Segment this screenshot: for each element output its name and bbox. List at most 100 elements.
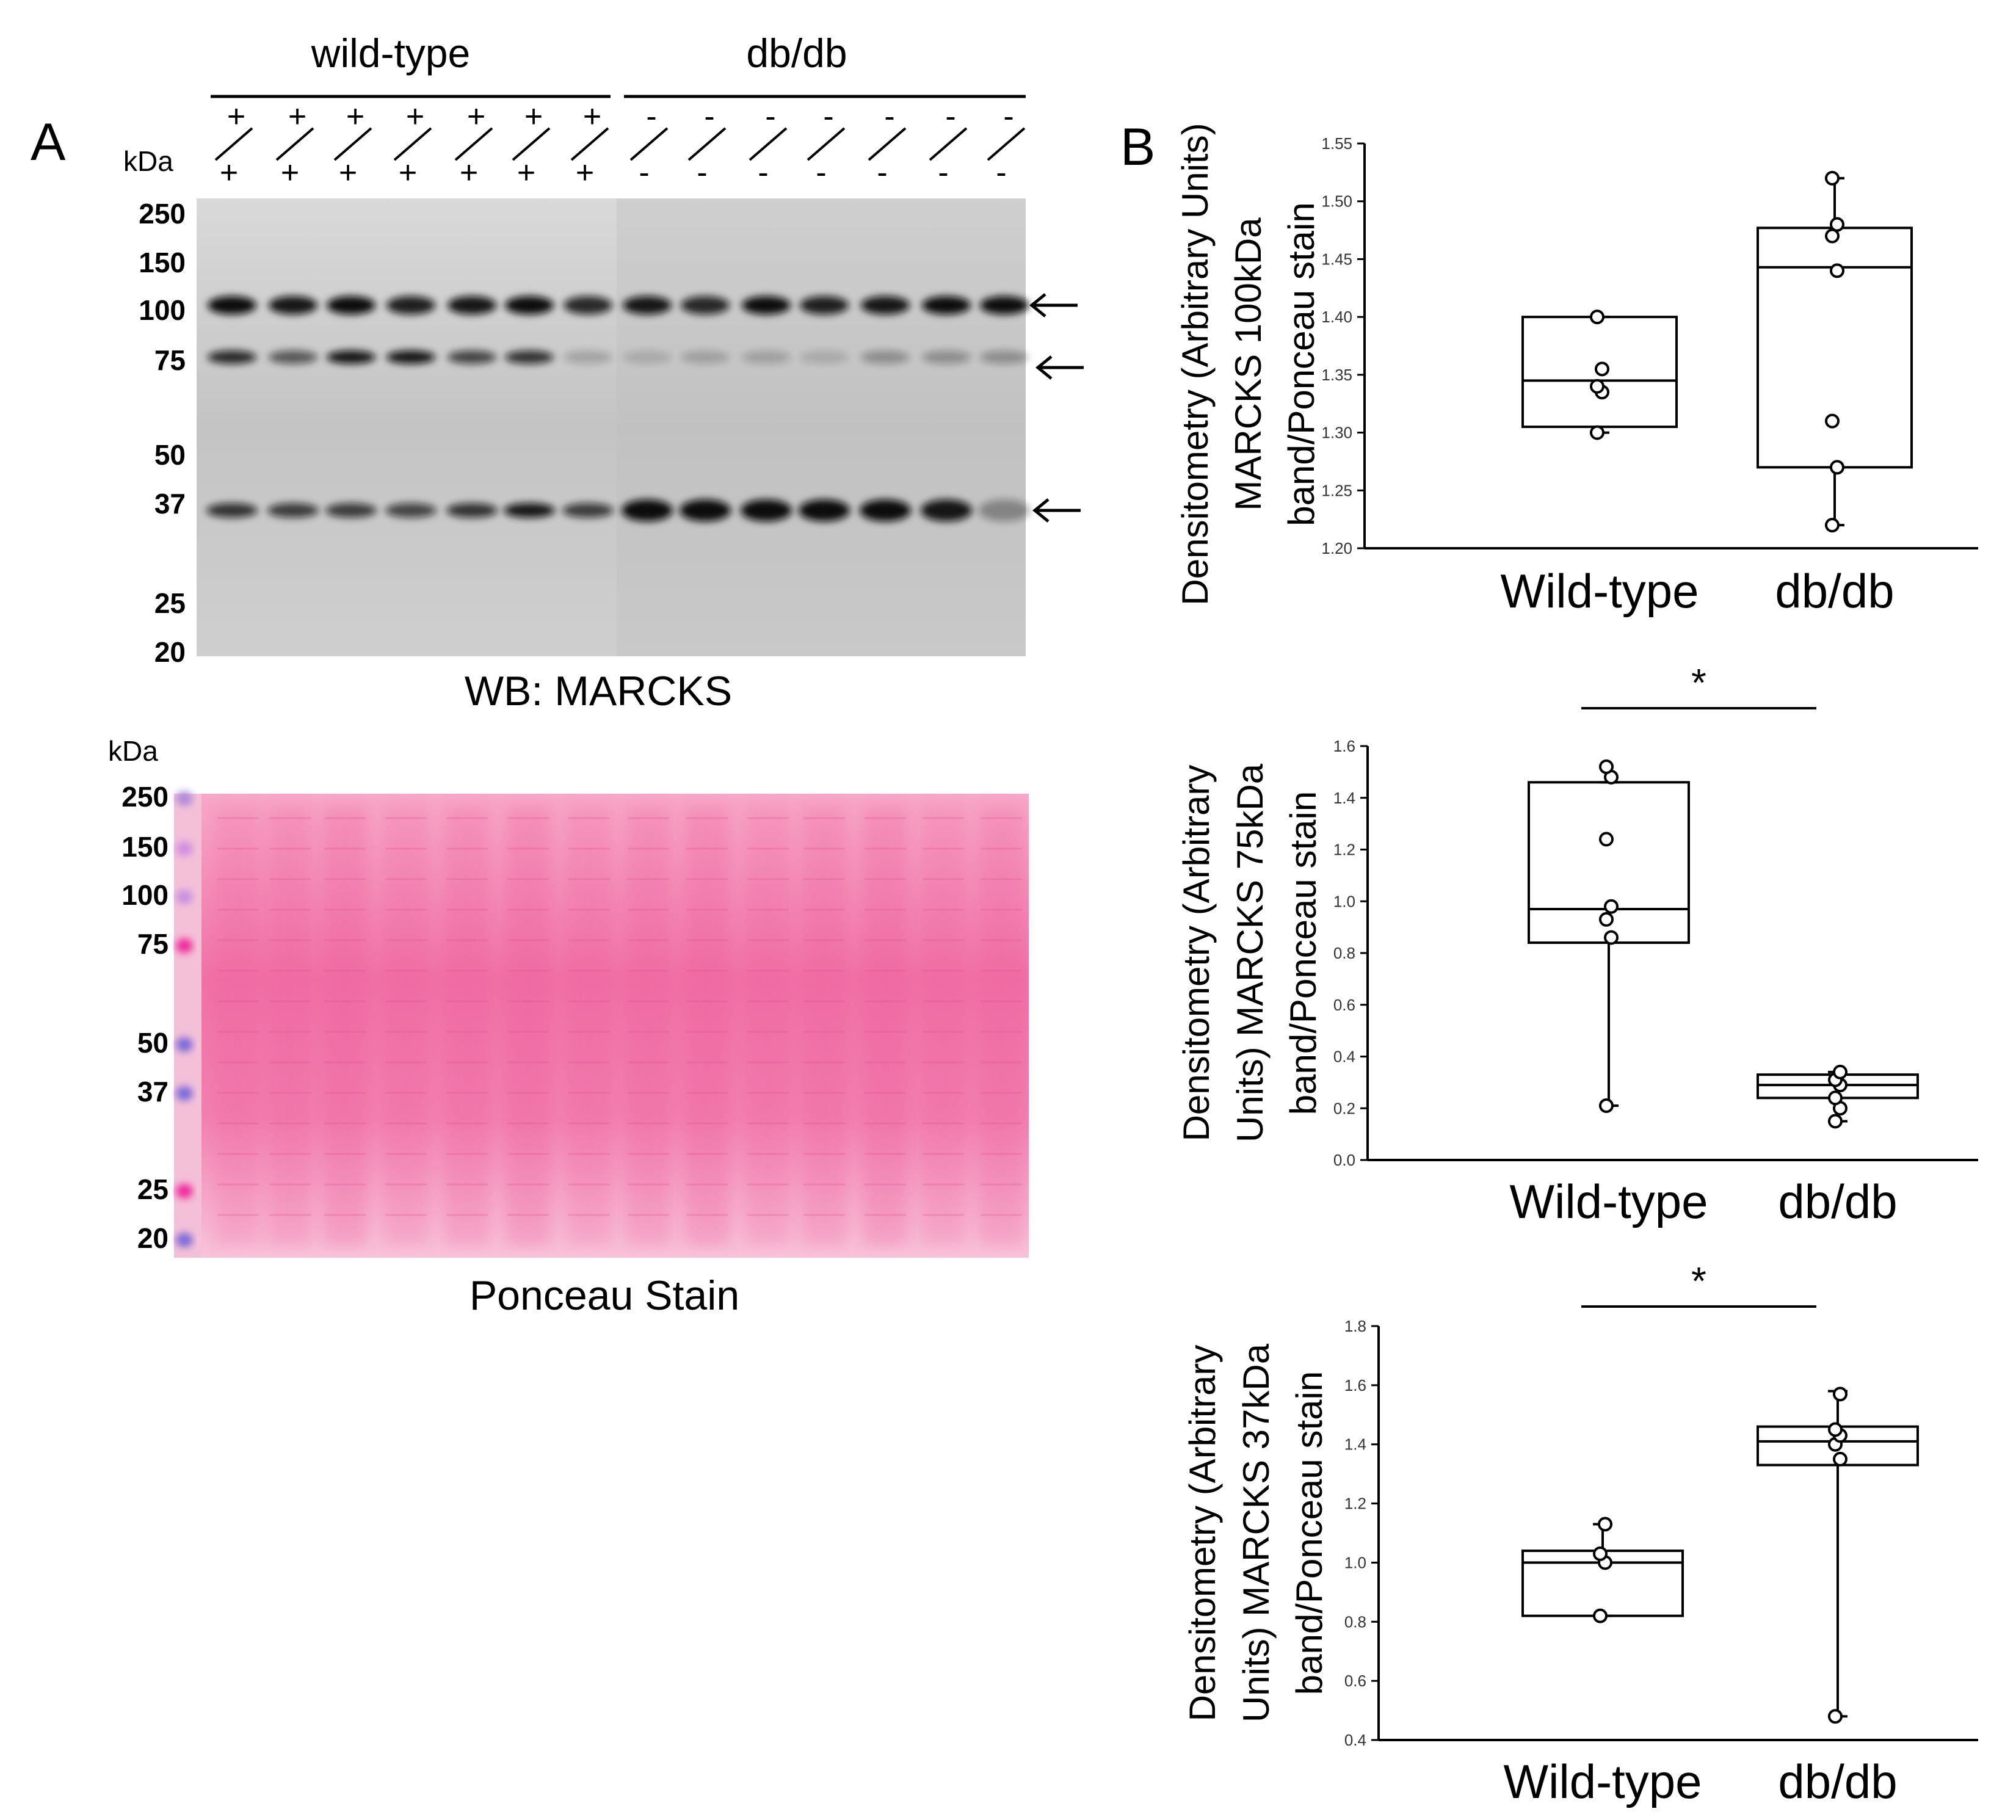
data-point: [1833, 1451, 1847, 1467]
band-37kda: [385, 503, 437, 518]
ladder-band: [176, 841, 193, 856]
data-point: [1599, 759, 1614, 774]
panel-b-label: B: [1120, 118, 1155, 176]
box-db-db: [1757, 1064, 1919, 1129]
band-37kda: [680, 499, 731, 521]
wb-marker-label: 50: [154, 439, 186, 471]
data-point: [1598, 1517, 1612, 1532]
ponceau-lane: [746, 806, 790, 1245]
y-tick-label: 0.0: [1333, 1151, 1355, 1169]
y-tick-label: 1.2: [1344, 1495, 1366, 1513]
genotype-label: ++: [454, 99, 493, 190]
y-tick-label: 1.6: [1344, 1376, 1366, 1394]
band-37kda: [504, 503, 555, 518]
data-point: [1828, 1090, 1843, 1106]
genotype-top: -: [884, 99, 894, 134]
genotype-bottom: -: [816, 155, 826, 190]
box-db-db: [1757, 170, 1913, 533]
data-point: [1595, 361, 1609, 377]
band-37kda: [325, 503, 377, 518]
y-tick-label: 0.8: [1333, 944, 1355, 962]
genotype-top: +: [406, 99, 424, 134]
genotype-label: ++: [214, 99, 253, 190]
y-axis-label: band/Ponceau stain: [1281, 202, 1322, 526]
genotype-row: ++++++++++++++--------------: [214, 99, 1026, 190]
y-tick-label: 1.30: [1321, 424, 1352, 442]
band-100kda: [800, 296, 849, 314]
genotype-bottom: +: [460, 155, 478, 190]
data-point: [1599, 832, 1614, 847]
genotype-bottom: -: [758, 155, 768, 190]
group-label-db-db: db/db: [746, 31, 847, 76]
genotype-bottom: -: [938, 155, 948, 190]
band-75kda: [327, 350, 375, 364]
ponceau-marker-label: 50: [137, 1027, 169, 1059]
data-point: [1590, 379, 1604, 394]
band-75kda: [742, 350, 791, 364]
band-75kda: [564, 350, 612, 364]
y-axis-label: band/Ponceau stain: [1289, 1371, 1330, 1695]
band-100kda: [922, 296, 971, 314]
y-tick-label: 1.6: [1333, 737, 1355, 755]
ponceau-marker-label: 20: [137, 1222, 169, 1254]
box-wild-type: [1528, 759, 1690, 1114]
data-point: [1830, 217, 1844, 232]
band-75kda: [800, 350, 849, 364]
data-point: [1830, 460, 1844, 475]
ponceau-lane: [216, 806, 260, 1245]
data-point: [1828, 1422, 1843, 1437]
genotype-bottom: -: [639, 155, 649, 190]
band-37kda: [741, 499, 792, 521]
genotype-bottom: -: [877, 155, 887, 190]
wb-marker-label: 20: [154, 636, 186, 668]
wb-marker-label: 75: [154, 344, 186, 376]
data-point: [1830, 263, 1844, 278]
ponceau-lane: [268, 806, 312, 1245]
y-tick-label: 0.2: [1333, 1099, 1355, 1117]
ponceau-kda-label: kDa: [108, 735, 158, 767]
y-axis-label: Densitometry (Arbitrary: [1182, 1345, 1223, 1722]
box-wild-type: [1521, 310, 1678, 440]
box-plot-1: 1.20 1.25 1.30 1.35 1.40 1.45 1.50 1.55 Densitom…: [1175, 123, 1978, 618]
wb-marker-label: 150: [139, 247, 186, 278]
y-tick-label: 0.6: [1333, 996, 1355, 1014]
y-axis-label: Units) MARCKS 75kDa: [1230, 763, 1271, 1142]
genotype-label: ++: [333, 99, 372, 190]
significance-marker: *: [1691, 1259, 1706, 1303]
ponceau-lane: [863, 806, 907, 1245]
genotype-label: --: [687, 99, 727, 190]
ponceau-caption: Ponceau Stain: [470, 1272, 739, 1319]
group-label-wild-type: wild-type: [311, 31, 470, 76]
band-100kda: [327, 296, 375, 314]
ponceau-molecular-weight-markers: 250 150 100 75 50 37 25 20: [121, 781, 169, 1254]
box-db-db: [1757, 1387, 1919, 1724]
y-tick-label: 1.20: [1321, 539, 1352, 557]
data-point: [1593, 1608, 1608, 1623]
ladder-band: [176, 890, 193, 904]
genotype-top: -: [1003, 99, 1013, 134]
band-75kda: [505, 350, 554, 364]
data-point: [1833, 1064, 1847, 1079]
y-axis-label: Densitometry (Arbitrary: [1176, 765, 1217, 1142]
band-75kda: [448, 350, 496, 364]
band-100kda: [980, 296, 1029, 314]
ladder-band: [176, 1086, 193, 1101]
data-point: [1590, 310, 1604, 325]
y-tick-label: 1.40: [1321, 308, 1352, 326]
ponceau-lane: [323, 806, 367, 1245]
significance-marker: *: [1691, 661, 1706, 705]
y-tick-label: 0.8: [1344, 1612, 1366, 1631]
wb-marker-label: 250: [139, 198, 186, 230]
ponceau-lane: [685, 806, 729, 1245]
ponceau-lane: [626, 806, 670, 1245]
band-37kda: [622, 499, 673, 521]
band-100kda: [505, 296, 554, 314]
genotype-label: --: [868, 99, 907, 190]
y-tick-label: 0.4: [1333, 1048, 1355, 1066]
y-tick-label: 1.4: [1344, 1435, 1366, 1454]
ponceau-lane: [567, 806, 611, 1245]
left-arrow-icon: [1029, 293, 1084, 523]
band-37kda: [562, 503, 614, 518]
genotype-top: -: [646, 99, 656, 134]
box-plot-2: 0.0 0.2 0.4 0.6 0.8 1.0 1.2 1.4 1.6 Densitometry …: [1176, 661, 1978, 1228]
